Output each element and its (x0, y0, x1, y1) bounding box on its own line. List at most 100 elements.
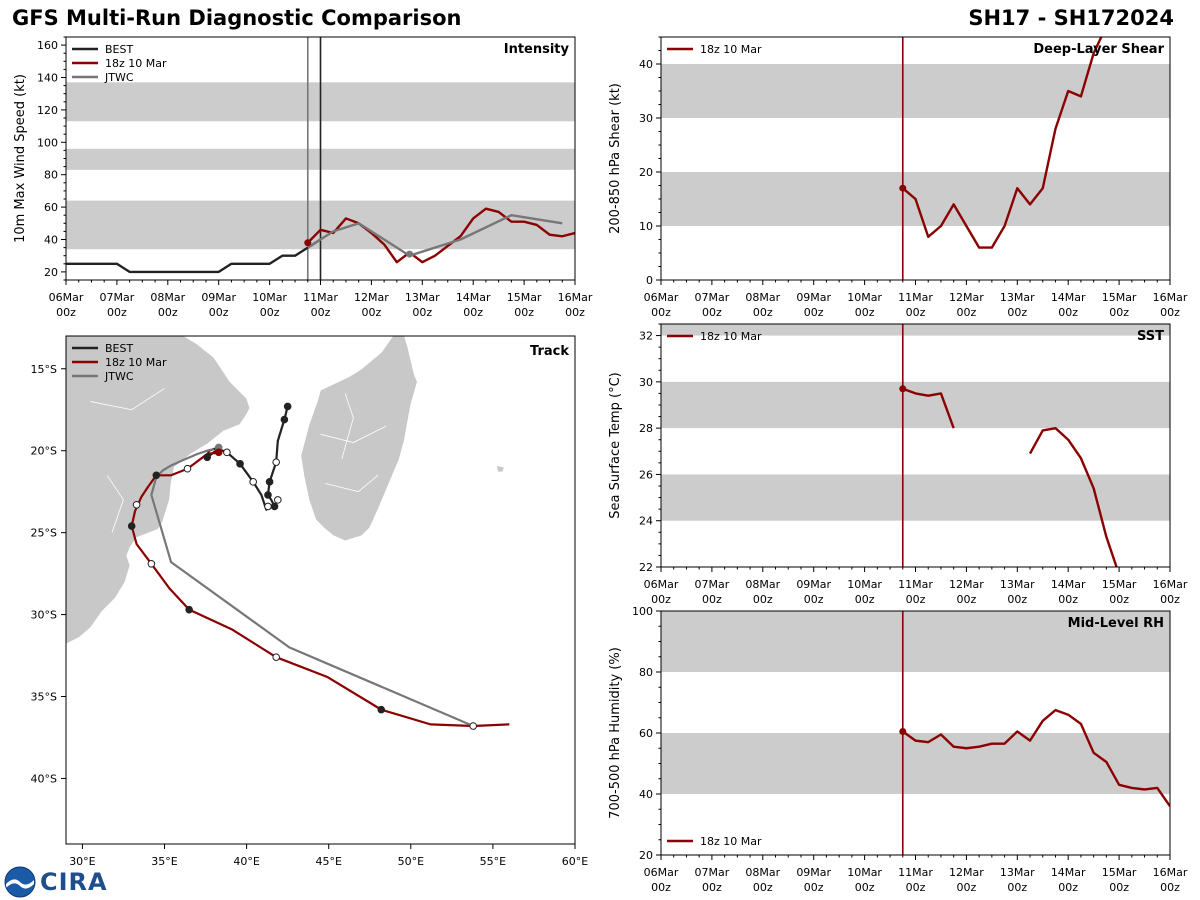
plot-area (661, 37, 1170, 280)
x-tick-sublabel: 00z (209, 306, 229, 319)
track-point (283, 402, 292, 411)
x-tick-sublabel: 00z (1160, 306, 1180, 319)
y-tick-label: 100 (37, 136, 58, 149)
x-tick-label: 14Mar (456, 291, 491, 304)
x-tick-label: 11Mar (303, 291, 338, 304)
track-point (185, 605, 193, 614)
y-tick-label: 20 (44, 266, 58, 279)
legend-label: 18z 10 Mar (700, 835, 762, 848)
x-tick-sublabel: 00z (804, 593, 824, 606)
logo-text: CIRA (40, 868, 108, 896)
x-tick-sublabel: 00z (514, 306, 534, 319)
x-tick-label: 13Mar (1000, 291, 1035, 304)
x-tick-label: 08Mar (150, 291, 185, 304)
x-tick-sublabel: 00z (702, 593, 722, 606)
y-tick-label: 40 (639, 58, 653, 71)
y-tick-label: 100 (632, 605, 653, 618)
x-tick-label: 10Mar (847, 291, 882, 304)
track-point (147, 559, 156, 568)
panel-sst: 22 24 26 28 30 32 06Mar 00z 07Mar 00z 08Mar 00z 09Ma… (608, 323, 1188, 606)
admin-boundary (106, 475, 124, 533)
y-tick-label: 26 (639, 468, 653, 481)
x-tick-sublabel: 00z (1058, 881, 1078, 894)
x-tick-sublabel: 00z (651, 881, 671, 894)
y-tick-label: 40 (639, 788, 653, 801)
x-tick-label: 06Mar (644, 866, 679, 879)
track-point (280, 415, 289, 424)
map-frame (65, 335, 576, 845)
legend-label: JTWC (104, 71, 134, 84)
series-18z-10-mar (902, 387, 955, 429)
x-tick-sublabel: 00z (702, 881, 722, 894)
track-point (203, 453, 212, 462)
x-tick-label: 07Mar (100, 291, 135, 304)
y-tick-label: 80 (639, 666, 653, 679)
data-point (899, 184, 907, 192)
series-18z-10-mar-cont- (1028, 426, 1118, 567)
x-tick-sublabel: 00z (906, 306, 926, 319)
x-tick-label: 15Mar (1102, 866, 1137, 879)
x-tick-label: 12Mar (949, 291, 984, 304)
x-tick-label: 08Mar (745, 291, 780, 304)
series-jtwc (307, 213, 563, 257)
track-point (223, 448, 231, 457)
lat-tick-label: 15°S (31, 363, 57, 376)
x-tick-sublabel: 00z (753, 306, 773, 319)
x-tick-sublabel: 00z (957, 306, 977, 319)
x-tick-label: 13Mar (1000, 578, 1035, 591)
admin-boundary (320, 425, 387, 443)
y-tick-label: 30 (639, 376, 653, 389)
lat-tick-label: 20°S (31, 445, 57, 458)
storm-id: SH17 - SH172024 (968, 6, 1174, 30)
x-tick-label: 13Mar (1000, 866, 1035, 879)
series-best (66, 238, 322, 274)
x-tick-sublabel: 00z (753, 881, 773, 894)
y-axis-label: Sea Surface Temp (°C) (608, 372, 623, 519)
land-madagascar (300, 336, 418, 542)
track-point (132, 500, 141, 509)
x-tick-sublabel: 00z (1058, 306, 1078, 319)
y-tick-label: 32 (639, 330, 653, 343)
y-tick-label: 80 (44, 169, 58, 182)
lon-tick-label: 35°E (151, 855, 177, 868)
track-point (264, 502, 272, 511)
x-tick-label: 06Mar (644, 578, 679, 591)
x-tick-label: 07Mar (695, 866, 730, 879)
track-point (272, 458, 280, 466)
x-tick-sublabel: 00z (804, 881, 824, 894)
track-point (270, 502, 279, 511)
land-reunion (495, 464, 505, 473)
threshold-band (661, 324, 1170, 336)
track-point (152, 471, 161, 480)
y-tick-label: 24 (639, 515, 653, 528)
data-point (899, 385, 907, 393)
track-point (377, 705, 386, 714)
cira-logo: CIRA (4, 866, 108, 898)
x-tick-sublabel: 00z (565, 306, 585, 319)
noaa-emblem-icon (4, 866, 36, 898)
panel-title: Intensity (504, 42, 570, 57)
track-point (236, 460, 244, 468)
lat-tick-label: 40°S (31, 772, 57, 785)
track-point (265, 478, 274, 486)
y-tick-label: 60 (44, 201, 58, 214)
x-tick-label: 14Mar (1051, 866, 1086, 879)
track-point (214, 448, 223, 457)
x-tick-label: 09Mar (796, 866, 831, 879)
legend-label: 18z 10 Mar (105, 57, 167, 70)
panel-rh: 20 40 60 80 100 06Mar 00z 07Mar 00z 08Mar 00z 09Mar… (608, 605, 1188, 894)
track-point (274, 496, 282, 504)
map-area (66, 336, 510, 730)
x-tick-sublabel: 00z (1160, 593, 1180, 606)
panel-intensity: 20 40 60 80 100 120 140 160 06Mar 00z 07Mar 00z 08Ma… (13, 36, 593, 319)
x-tick-sublabel: 00z (804, 306, 824, 319)
x-tick-sublabel: 00z (107, 306, 127, 319)
series-18z-10-mar (306, 207, 575, 264)
data-point (406, 250, 414, 258)
x-tick-label: 16Mar (1153, 866, 1188, 879)
track-jtwc (150, 448, 474, 728)
x-tick-sublabel: 00z (463, 306, 483, 319)
y-tick-label: 160 (37, 39, 58, 52)
lon-tick-label: 55°E (480, 855, 506, 868)
